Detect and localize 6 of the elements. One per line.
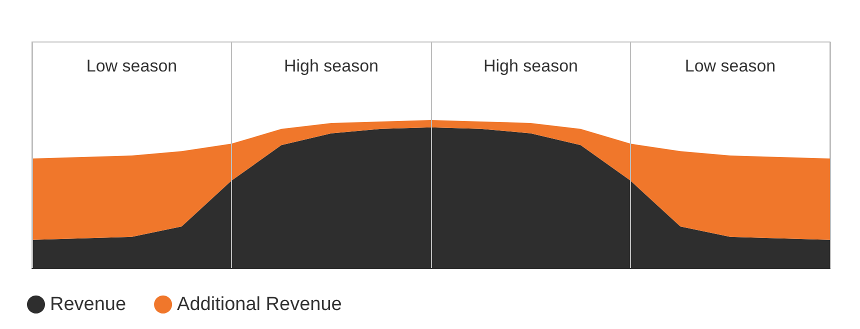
text: High season — [483, 56, 578, 76]
legend-label: Additional Revenue — [177, 294, 342, 315]
legend-label: Revenue — [50, 294, 126, 315]
text: Low season — [86, 56, 178, 76]
text: Low season — [684, 56, 776, 76]
text: High season — [284, 56, 379, 76]
